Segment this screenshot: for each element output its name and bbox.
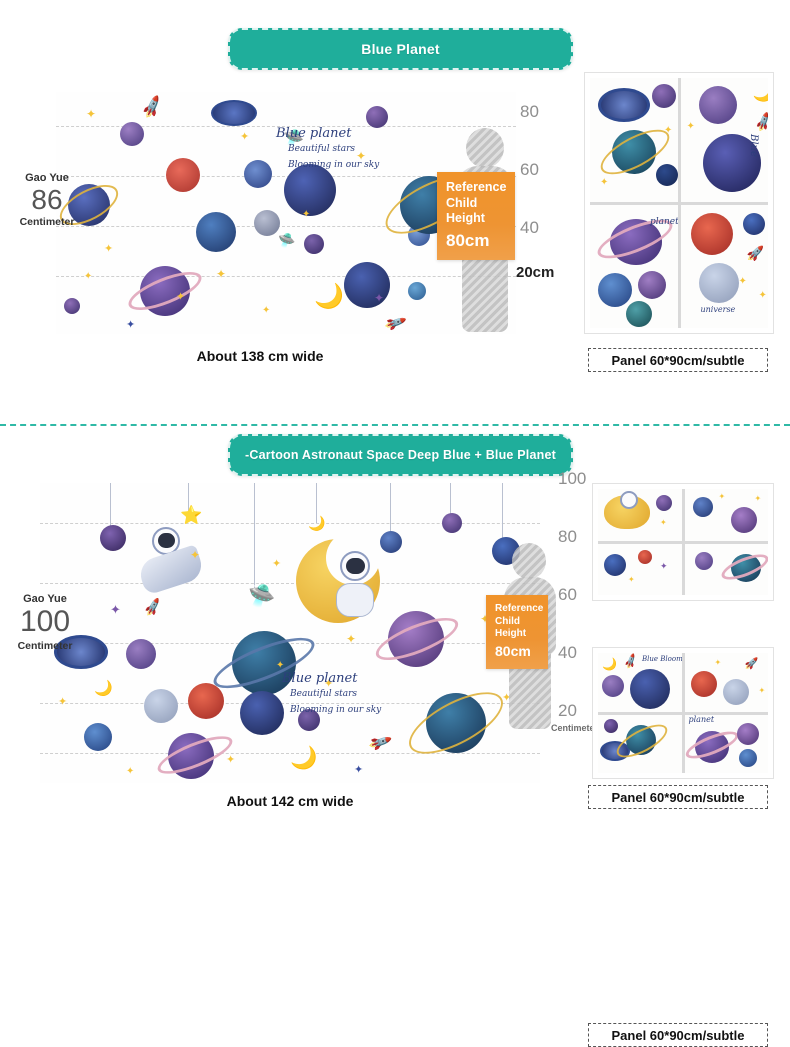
height-label-2-title: Gao Yue [23, 593, 67, 605]
badge2-line-2: Child [495, 615, 520, 627]
ruler-tick-80: 80 [520, 102, 539, 121]
height-label-2-unit: Centimeter [17, 639, 73, 652]
ruler2-unit-label: Centimeter [551, 723, 599, 733]
sticker-sheet-panel-1: ✦ ✦ 🌙 🚀 Blue ✦ planet [584, 72, 774, 334]
wall-width-caption-2: About 142 cm wide [226, 793, 354, 809]
ruler-tick-20cm: 20cm [516, 264, 555, 281]
ruler-tick-60: 60 [520, 160, 539, 179]
art-script-2-line-3: Blooming in our sky [290, 705, 382, 715]
wall-scene-preview-2: ⭐ 🌙 🛸 [40, 483, 540, 783]
wall-height-label-2: Gao Yue 100 Centimeter [0, 593, 90, 652]
sticker-sheet-panel-2b: 🌙 🚀 Blue Blooming 🚀 ✦ ✦ [592, 647, 774, 779]
badge2-line-1: Reference [495, 603, 544, 614]
height-label-title: Gao Yue [25, 172, 69, 184]
reference-height-badge-2: Reference Child Height 80cm [486, 595, 548, 669]
ruler2-tick-60: 60 [558, 585, 577, 604]
badge2-line-3: Height [495, 628, 527, 639]
ruler-tick-40: 40 [520, 218, 539, 237]
ruler2-tick-20: 20 [558, 701, 577, 720]
art-script-2-line-1: Blue planet [282, 671, 358, 686]
height-label-unit: Centimeter [19, 216, 75, 229]
section-title-label-1: Blue Planet [228, 28, 573, 70]
section-title-label-2: -Cartoon Astronaut Space Deep Blue + Blu… [228, 434, 573, 476]
wall-width-caption-1: About 138 cm wide [196, 348, 324, 364]
badge-height-value: 80cm [446, 230, 490, 250]
product-section-blue-planet: Blue Planet 🌙 🚀 [0, 0, 790, 426]
badge-line-3: Height [446, 211, 485, 226]
panel-size-caption-2a: Panel 60*90cm/subtle [588, 1023, 768, 1047]
ruler2-tick-100: 100 [558, 469, 587, 488]
product-section-astronaut: -Cartoon Astronaut Space Deep Blue + Blu… [0, 415, 790, 1047]
badge-line-1: Reference [446, 180, 507, 194]
height-label-2-value: 100 [19, 605, 71, 638]
section-title-banner-1: Blue Planet [228, 28, 573, 70]
badge2-height-value: 80cm [495, 642, 531, 659]
section-title-banner-2: -Cartoon Astronaut Space Deep Blue + Blu… [228, 434, 573, 476]
reference-height-badge-1: Reference Child Height 80cm [437, 172, 515, 261]
ruler2-tick-80: 80 [558, 527, 577, 546]
panel-size-caption-1: Panel 60*90cm/subtle [588, 348, 768, 372]
section-divider [0, 424, 790, 426]
height-label-value: 86 [31, 184, 63, 215]
art-script-line-2: Beautiful stars [288, 144, 355, 154]
ruler2-tick-40: 40 [558, 643, 577, 662]
sticker-sheet-panel-2a: ✦ ✦ ✦ ✦ ✦ [592, 483, 774, 601]
badge-line-2: Child [446, 195, 478, 210]
art-script-line-1: Blue planet [276, 126, 352, 141]
wall-height-label-1: Gao Yue 86 Centimeter [2, 172, 92, 228]
art-script-2-line-2: Beautiful stars [290, 689, 357, 699]
panel-size-caption-2b: Panel 60*90cm/subtle [588, 785, 768, 809]
art-script-line-3: Blooming in our sky [288, 160, 380, 170]
